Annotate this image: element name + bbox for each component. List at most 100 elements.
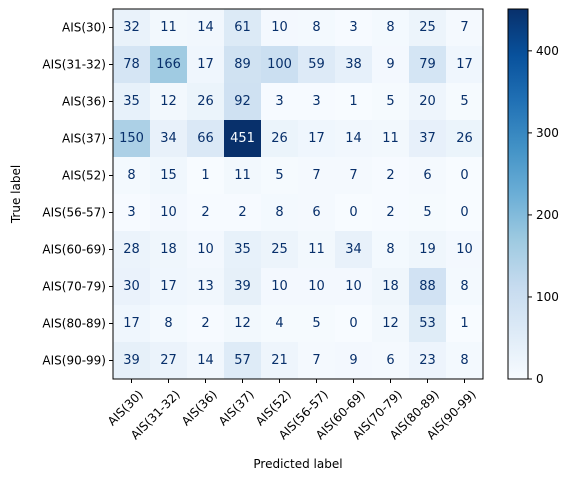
cell-value-label: 150	[119, 131, 144, 146]
heatmap-cell	[335, 9, 373, 47]
cell-value-label: 89	[234, 57, 251, 72]
heatmap-cell	[224, 231, 262, 269]
x-tick-label: AIS(36)	[179, 387, 220, 428]
cell-value-label: 34	[160, 131, 177, 146]
cell-value-label: 14	[345, 131, 362, 146]
cell-value-label: 15	[160, 168, 177, 183]
cell-value-label: 59	[308, 57, 325, 72]
cell-value-label: 6	[386, 353, 394, 368]
cell-value-label: 3	[127, 205, 135, 220]
colorbar-tick-label: 300	[536, 126, 559, 140]
cell-value-label: 13	[197, 279, 214, 294]
cell-value-label: 8	[460, 279, 468, 294]
heatmap-cell	[409, 194, 447, 232]
cell-value-label: 5	[423, 205, 431, 220]
heatmap-cell	[372, 120, 410, 158]
y-tick-label: AIS(36)	[62, 95, 106, 109]
cell-value-label: 451	[230, 131, 255, 146]
colorbar-tick-label: 200	[536, 208, 559, 222]
cell-value-label: 57	[234, 353, 251, 368]
y-axis-ticks: AIS(30) AIS(31-32) AIS(36) AIS(37) AIS(52) AI…	[42, 21, 113, 368]
cell-value-label: 0	[349, 316, 357, 331]
heatmap-cell	[372, 157, 410, 195]
heatmap-cell	[150, 46, 188, 84]
heatmap-cell	[298, 83, 336, 121]
heatmap-cell	[224, 194, 262, 232]
heatmap-cell	[409, 83, 447, 121]
heatmap-cell	[335, 157, 373, 195]
heatmap-cell	[261, 9, 299, 47]
cell-value-label: 0	[349, 205, 357, 220]
heatmap-cell	[335, 83, 373, 121]
cell-value-label: 26	[197, 94, 214, 109]
cell-value-label: 66	[197, 131, 214, 146]
heatmap-cell	[261, 305, 299, 343]
cell-value-label: 35	[234, 242, 251, 257]
cell-value-label: 14	[197, 20, 214, 35]
cell-value-label: 3	[349, 20, 357, 35]
heatmap-cell	[224, 305, 262, 343]
heatmap-cell	[446, 120, 484, 158]
heatmap-cell	[187, 231, 225, 269]
y-tick-label: AIS(90-99)	[42, 354, 106, 368]
heatmap-cell	[335, 46, 373, 84]
heatmap-cell	[150, 83, 188, 121]
cell-value-label: 2	[386, 168, 394, 183]
heatmap-cell	[298, 305, 336, 343]
heatmap-cell	[298, 194, 336, 232]
heatmap-cell	[372, 194, 410, 232]
heatmap-cell	[187, 194, 225, 232]
heatmap-cell	[298, 46, 336, 84]
heatmap-cell	[446, 231, 484, 269]
heatmap-cell	[187, 46, 225, 84]
heatmap-cell	[261, 268, 299, 306]
cell-value-label: 1	[349, 94, 357, 109]
cell-value-label: 10	[456, 242, 473, 257]
cell-value-label: 5	[275, 168, 283, 183]
heatmap-cell	[113, 342, 151, 380]
cell-value-label: 8	[127, 168, 135, 183]
cell-value-label: 35	[123, 94, 140, 109]
heatmap-cell	[150, 268, 188, 306]
heatmap-cell	[150, 157, 188, 195]
cell-value-label: 5	[460, 94, 468, 109]
heatmap-cell	[187, 342, 225, 380]
heatmap-cell	[298, 120, 336, 158]
heatmap-cell	[298, 342, 336, 380]
cell-value-label: 30	[123, 279, 140, 294]
heatmap-cell	[187, 268, 225, 306]
y-tick-label: AIS(60-69)	[42, 243, 106, 257]
cell-value-label: 8	[275, 205, 283, 220]
y-tick-label: AIS(52)	[62, 169, 106, 183]
y-tick-label: AIS(31-32)	[42, 58, 106, 72]
cell-value-label: 27	[160, 353, 177, 368]
heatmap-cell	[224, 46, 262, 84]
heatmap-cell	[224, 268, 262, 306]
heatmap-cell	[187, 157, 225, 195]
y-tick-label: AIS(37)	[62, 132, 106, 146]
cell-value-label: 17	[123, 316, 140, 331]
heatmap-cell	[261, 231, 299, 269]
cell-value-label: 8	[460, 353, 468, 368]
cell-value-label: 2	[201, 205, 209, 220]
heatmap-cell	[335, 231, 373, 269]
cell-value-label: 8	[312, 20, 320, 35]
heatmap-cell	[409, 342, 447, 380]
heatmap-cell	[298, 157, 336, 195]
cell-value-label: 32	[123, 20, 140, 35]
heatmap-cell	[446, 157, 484, 195]
cell-value-label: 53	[419, 316, 436, 331]
heatmap-cell	[261, 46, 299, 84]
cell-value-label: 2	[386, 205, 394, 220]
cell-value-label: 11	[160, 20, 177, 35]
cell-value-label: 12	[234, 316, 251, 331]
heatmap-cell	[409, 268, 447, 306]
cell-value-label: 0	[460, 168, 468, 183]
cell-value-label: 3	[312, 94, 320, 109]
heatmap-cell	[150, 305, 188, 343]
y-tick-label: AIS(30)	[62, 21, 106, 35]
heatmap-cell	[372, 268, 410, 306]
cell-value-label: 4	[275, 316, 283, 331]
heatmap-cell	[150, 9, 188, 47]
heatmap-cell	[335, 120, 373, 158]
